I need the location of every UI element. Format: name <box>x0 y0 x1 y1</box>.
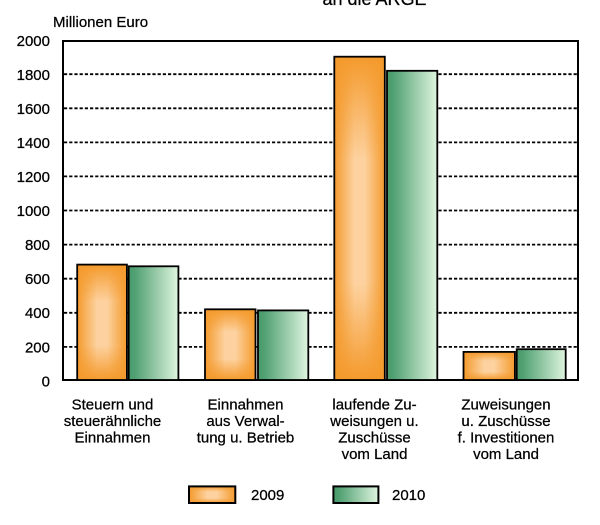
svg-text:800: 800 <box>25 237 50 254</box>
svg-text:Einnahmen: Einnahmen <box>208 396 284 413</box>
svg-text:1000: 1000 <box>17 203 50 220</box>
svg-text:2000: 2000 <box>17 33 50 50</box>
svg-text:weisungen u.: weisungen u. <box>329 413 418 430</box>
svg-text:200: 200 <box>25 339 50 356</box>
svg-text:Zuweisungen: Zuweisungen <box>461 396 550 413</box>
svg-text:aus Verwal-: aus Verwal- <box>206 413 284 430</box>
svg-text:vom Land: vom Land <box>342 446 408 463</box>
svg-text:Zuschüsse: Zuschüsse <box>338 430 411 447</box>
svg-text:2009: 2009 <box>251 487 284 504</box>
svg-text:u. Zuschüsse: u. Zuschüsse <box>461 413 550 430</box>
svg-text:vom Land: vom Land <box>473 446 539 463</box>
svg-text:Millionen Euro: Millionen Euro <box>53 14 148 31</box>
svg-text:1200: 1200 <box>17 169 50 186</box>
svg-text:0: 0 <box>42 373 50 390</box>
svg-text:f. Investitionen: f. Investitionen <box>458 430 555 447</box>
svg-text:2010: 2010 <box>392 487 425 504</box>
svg-text:Steuern und: Steuern und <box>72 396 154 413</box>
svg-text:1600: 1600 <box>17 101 50 118</box>
svg-text:laufende Zu-: laufende Zu- <box>332 396 416 413</box>
svg-text:1800: 1800 <box>17 67 50 84</box>
svg-text:tung u. Betrieb: tung u. Betrieb <box>197 430 295 447</box>
svg-text:Einnahmen: Einnahmen <box>75 430 151 447</box>
svg-text:an die ARGE: an die ARGE <box>322 0 426 9</box>
svg-text:steuerähnliche: steuerähnliche <box>64 413 162 430</box>
svg-text:1400: 1400 <box>17 135 50 152</box>
svg-text:600: 600 <box>25 271 50 288</box>
svg-text:400: 400 <box>25 305 50 322</box>
